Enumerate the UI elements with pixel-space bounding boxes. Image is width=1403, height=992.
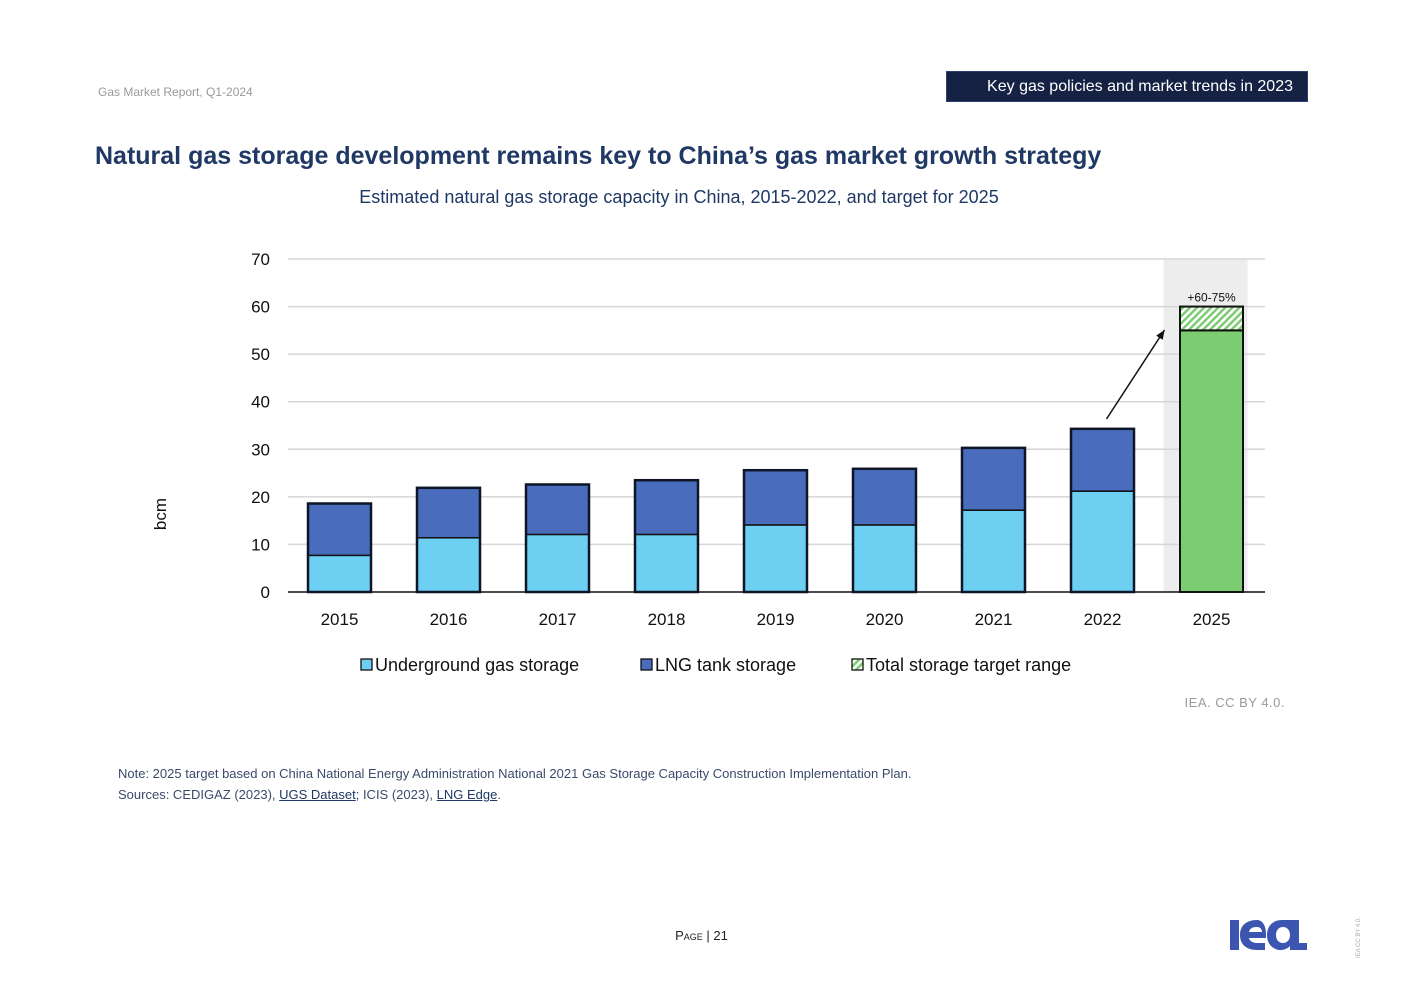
- legend-item: LNG tank storage: [640, 655, 796, 675]
- legend-swatch: [360, 658, 373, 671]
- iea-logo: [1230, 920, 1307, 950]
- sources-text: : CEDIGAZ (2023),: [165, 787, 280, 802]
- x-tick-label: 2018: [648, 610, 686, 629]
- bar-outline: [415, 486, 482, 594]
- y-tick-label: 50: [251, 345, 270, 364]
- arrow-head-icon: [1156, 330, 1165, 340]
- y-tick-label: 0: [261, 583, 270, 602]
- legend-label: Total storage target range: [866, 655, 1071, 675]
- ugs-dataset-link[interactable]: UGS Dataset: [279, 787, 356, 802]
- bar-target-base: [1179, 329, 1244, 593]
- bar-segment-lng: [416, 487, 481, 539]
- chart: 0 10 20 30 40 50 60 70 2015 2016 2017 2018 2019 2020 2…: [151, 250, 1265, 675]
- sources-prefix: Sources: [118, 787, 166, 802]
- page-number-value: 21: [713, 928, 728, 943]
- target-annotation: +60-75%: [1187, 291, 1236, 305]
- x-tick-label: 2021: [975, 610, 1013, 629]
- x-tick-label: 2025: [1193, 610, 1231, 629]
- license-text: IEA. CC BY 4.0.: [1184, 695, 1285, 710]
- bar-outline: [1069, 427, 1136, 594]
- x-tick-label: 2017: [539, 610, 577, 629]
- bar-segment-underground: [634, 533, 699, 593]
- trend-arrow: [1105, 329, 1166, 420]
- bar-segment-underground: [743, 524, 808, 593]
- bar-segment-lng: [1070, 428, 1135, 492]
- report-name: Gas Market Report, Q1-2024: [98, 85, 253, 99]
- y-tick-label: 70: [251, 250, 270, 269]
- bar-segment-underground: [416, 537, 481, 593]
- bar-segment-underground: [1070, 490, 1135, 593]
- bar-outline: [960, 446, 1027, 594]
- note-text: Note: 2025 target based on China Nationa…: [118, 766, 912, 781]
- bar-segment-underground: [852, 524, 917, 593]
- bar-segment-lng: [743, 469, 808, 526]
- x-tick-label: 2015: [321, 610, 359, 629]
- bar-outline: [742, 468, 809, 594]
- bar-outline: [306, 502, 373, 594]
- bar-segment-underground: [525, 533, 590, 593]
- side-license: IEA CC BY 4.0.: [1356, 917, 1362, 958]
- bar-target-range: [1179, 305, 1244, 332]
- page-title: Natural gas storage development remains …: [95, 142, 1102, 170]
- notes: Note: 2025 target based on China Nationa…: [118, 763, 911, 805]
- legend-swatch: [640, 658, 653, 671]
- legend-swatch: [851, 658, 864, 671]
- bar-segment-lng: [852, 468, 917, 526]
- x-tick-label: 2022: [1084, 610, 1122, 629]
- page-number: Page | 21: [675, 928, 728, 943]
- chart-title: Estimated natural gas storage capacity i…: [359, 187, 999, 207]
- bar-segment-underground: [961, 509, 1026, 593]
- sources-text: .: [497, 787, 501, 802]
- bar-segment-lng: [307, 502, 372, 557]
- bar-segment-lng: [961, 447, 1026, 511]
- legend-item: Underground gas storage: [360, 655, 579, 675]
- bar-segment-lng: [634, 479, 699, 536]
- y-tick-label: 20: [251, 488, 270, 507]
- bar-segment-lng: [525, 483, 590, 536]
- page-label: Page: [675, 928, 703, 943]
- y-tick-label: 30: [251, 440, 270, 459]
- sources-text: ; ICIS (2023),: [355, 787, 437, 802]
- x-tick-label: 2020: [866, 610, 904, 629]
- bar-outline: [633, 478, 700, 594]
- legend-item: Total storage target range: [851, 655, 1071, 675]
- y-tick-label: 40: [251, 393, 270, 412]
- y-tick-label: 10: [251, 535, 270, 554]
- bar-outline: [524, 483, 591, 594]
- legend-label: Underground gas storage: [375, 655, 579, 675]
- bar-outline: [851, 467, 918, 594]
- legend: Underground gas storage LNG tank storage T…: [360, 655, 1071, 675]
- x-tick-label: 2019: [757, 610, 795, 629]
- x-tick-label: 2016: [430, 610, 468, 629]
- legend-label: LNG tank storage: [655, 655, 796, 675]
- sources-line: Sources: CEDIGAZ (2023), UGS Dataset; IC…: [118, 784, 911, 805]
- section-badge[interactable]: Key gas policies and market trends in 20…: [946, 71, 1308, 102]
- y-tick-label: 60: [251, 298, 270, 317]
- lng-edge-link[interactable]: LNG Edge: [436, 787, 498, 802]
- y-axis-label: bcm: [151, 498, 170, 530]
- bar-segment-underground: [307, 554, 372, 593]
